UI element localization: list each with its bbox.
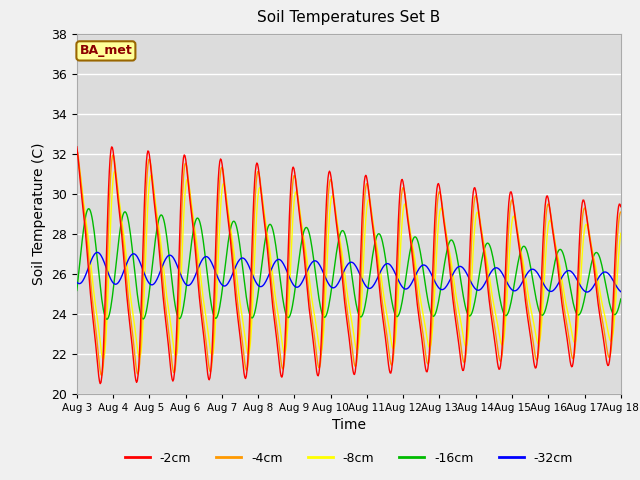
Y-axis label: Soil Temperature (C): Soil Temperature (C) <box>31 143 45 285</box>
Text: BA_met: BA_met <box>79 44 132 58</box>
X-axis label: Time: Time <box>332 418 366 432</box>
Title: Soil Temperatures Set B: Soil Temperatures Set B <box>257 11 440 25</box>
Legend: -2cm, -4cm, -8cm, -16cm, -32cm: -2cm, -4cm, -8cm, -16cm, -32cm <box>120 447 578 469</box>
